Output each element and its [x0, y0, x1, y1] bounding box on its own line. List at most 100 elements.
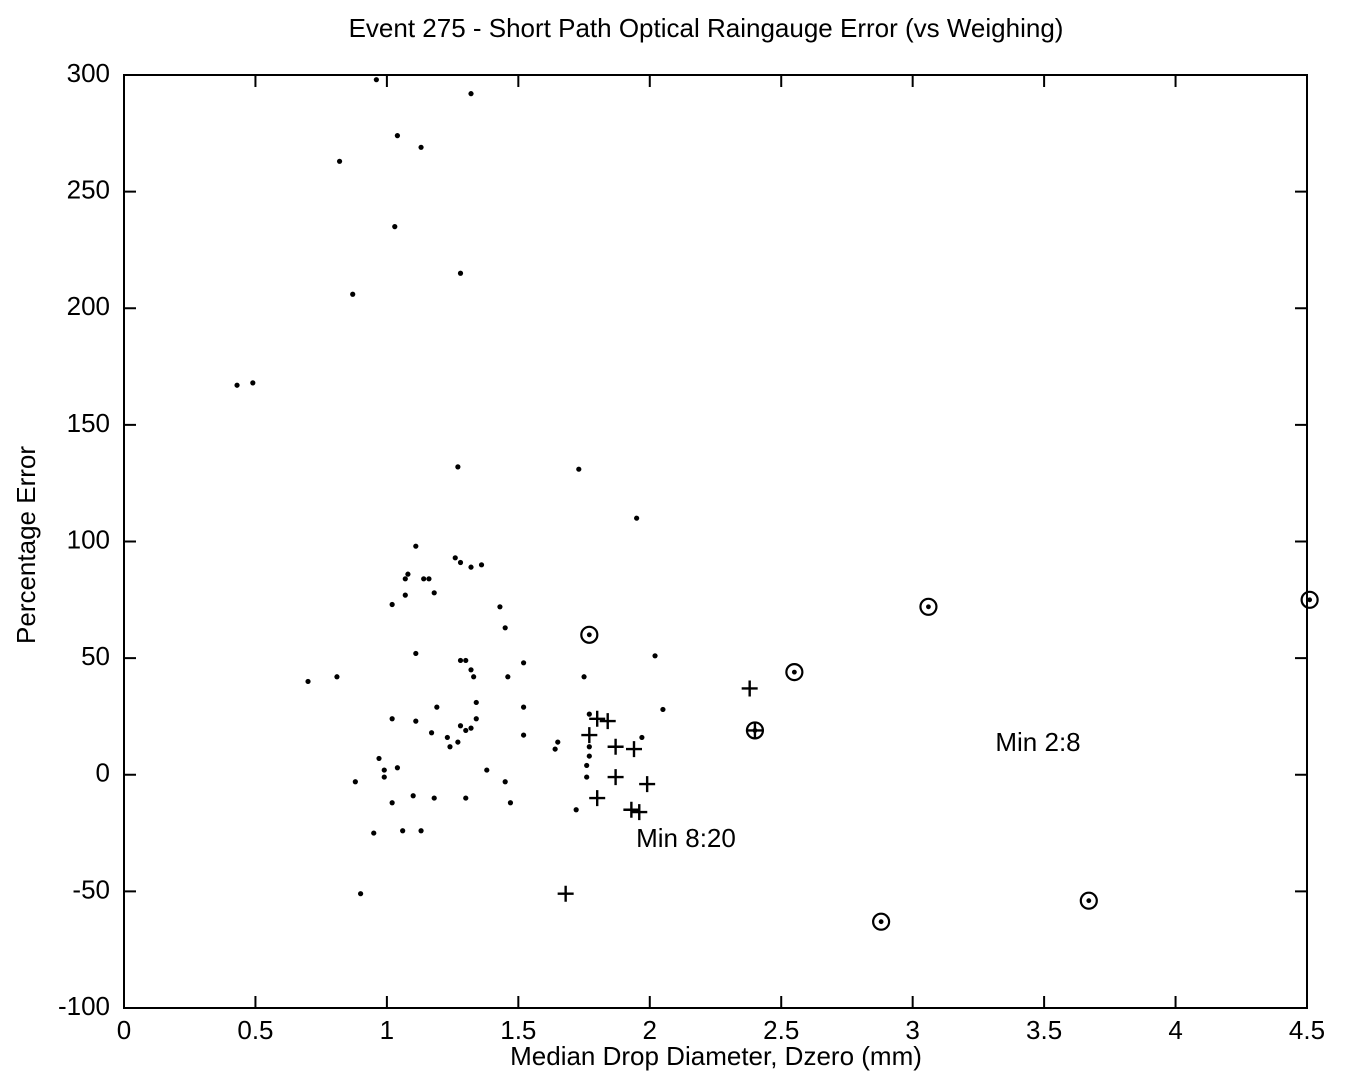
dot [468, 564, 474, 570]
point [919, 597, 938, 616]
point [557, 885, 574, 902]
point [502, 625, 508, 631]
point [520, 660, 527, 666]
dot [463, 727, 469, 734]
x-tick-label: 1 [380, 1015, 394, 1045]
point [394, 765, 401, 771]
dot [250, 380, 256, 386]
point [555, 739, 561, 745]
dot [484, 767, 490, 773]
y-tick-label: 150 [67, 408, 110, 438]
dot [373, 77, 379, 83]
plus [607, 769, 624, 786]
plus [589, 790, 606, 807]
center [1086, 898, 1092, 904]
point [573, 807, 579, 813]
point [586, 753, 592, 759]
ring [785, 663, 804, 682]
plus [741, 680, 758, 697]
point [471, 674, 477, 680]
dot [505, 674, 511, 680]
point [497, 604, 503, 610]
point [392, 224, 398, 230]
dot [520, 660, 527, 666]
point [389, 601, 395, 608]
point [402, 592, 408, 598]
dot [455, 464, 461, 470]
point [457, 723, 464, 729]
x-tick-label: 2.5 [763, 1015, 799, 1045]
point [520, 704, 527, 710]
point [389, 716, 395, 722]
dot [555, 739, 561, 745]
point [452, 555, 458, 561]
point [334, 674, 340, 680]
point [502, 779, 508, 785]
x-tick-label: 2 [643, 1015, 657, 1045]
dot [402, 592, 408, 598]
point [473, 716, 479, 722]
ring [1079, 891, 1098, 910]
dot [586, 744, 592, 750]
point [468, 564, 474, 570]
plus [607, 738, 624, 755]
point [457, 559, 464, 566]
point [468, 667, 474, 673]
annotation: Min 2:8 [995, 727, 1080, 757]
y-tick-label: 300 [67, 58, 110, 88]
dot [413, 718, 419, 724]
chart-title: Event 275 - Short Path Optical Raingauge… [349, 13, 1064, 43]
point [431, 795, 437, 801]
point [421, 576, 427, 582]
point [584, 762, 590, 769]
point [418, 828, 424, 834]
point [447, 744, 453, 750]
dot [371, 830, 377, 836]
dot [463, 795, 469, 801]
point [741, 680, 758, 697]
dot [334, 674, 340, 680]
dot [428, 730, 435, 736]
point [444, 734, 450, 741]
point [250, 380, 256, 386]
point [872, 912, 891, 931]
dot [520, 704, 527, 710]
point [455, 464, 461, 470]
point [1300, 590, 1319, 609]
point [394, 133, 401, 139]
dot [639, 734, 645, 741]
y-tick-label: 0 [96, 758, 110, 788]
x-tick-label: 3.5 [1026, 1015, 1062, 1045]
y-tick-label: -50 [72, 874, 110, 904]
center [586, 632, 592, 638]
point [405, 571, 411, 577]
point [468, 725, 474, 731]
dot [389, 601, 395, 608]
point [580, 625, 599, 644]
point [745, 721, 765, 740]
point [373, 77, 379, 83]
dot [413, 543, 419, 549]
dot [586, 711, 592, 717]
point [431, 590, 437, 596]
dot [444, 734, 450, 741]
point [660, 706, 666, 713]
point [400, 828, 406, 834]
point [434, 704, 440, 710]
plot-frame [123, 74, 1308, 1009]
plus [599, 713, 616, 730]
ring [872, 912, 891, 931]
dot [552, 746, 558, 752]
dot [502, 779, 508, 785]
dot [410, 793, 416, 799]
dot [421, 576, 427, 582]
point [626, 741, 643, 758]
dot [497, 604, 503, 610]
point [581, 674, 587, 680]
point [457, 270, 464, 276]
dot [468, 91, 474, 97]
plus [623, 801, 640, 818]
annotation: Min 8:20 [636, 823, 736, 853]
center [752, 728, 758, 733]
point [426, 576, 432, 582]
